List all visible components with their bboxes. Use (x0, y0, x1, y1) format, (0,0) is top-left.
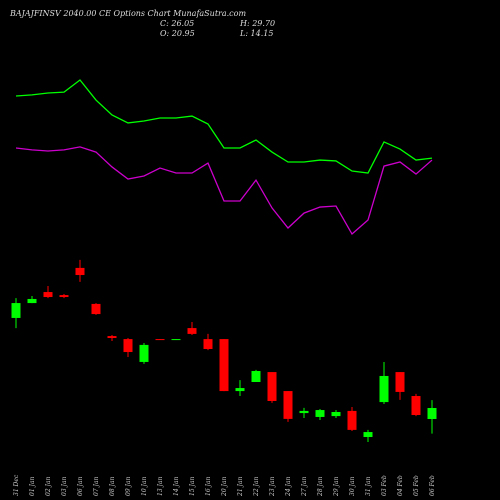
open-text: O: 20.95 (160, 29, 195, 38)
candle-body (411, 396, 421, 416)
x-tick-label: 28 Jan (317, 476, 324, 497)
x-tick-label: 30 Jan (349, 476, 356, 496)
x-tick-label: 20 Jan (221, 476, 228, 497)
candle-body (379, 375, 389, 403)
x-tick-label: 06 Feb (429, 475, 436, 496)
x-tick-label: 04 Feb (397, 475, 404, 496)
x-tick-label: 01 Jan (29, 476, 36, 496)
x-tick-label: 21 Jan (237, 476, 244, 497)
candle-body (219, 339, 229, 392)
indicator-line (15, 79, 433, 174)
x-tick-label: 22 Jan (253, 476, 260, 497)
candle-body (235, 388, 245, 392)
candle-body (251, 371, 261, 383)
x-tick-label: 03 Feb (381, 475, 388, 496)
candle-body (155, 339, 165, 341)
candle-body (75, 267, 85, 276)
candle-body (107, 336, 117, 339)
candle-body (187, 328, 197, 334)
candle-body (139, 344, 149, 362)
candle-body (27, 298, 37, 304)
candle-body (347, 410, 357, 430)
indicator-line (15, 146, 433, 236)
x-tick-label: 14 Jan (173, 476, 180, 496)
candle-body (299, 410, 309, 414)
candle-body (331, 411, 341, 417)
close-text: C: 26.05 (160, 19, 194, 28)
candle-body (91, 303, 101, 315)
x-tick-label: 10 Jan (141, 476, 148, 496)
candle-body (43, 292, 53, 298)
x-tick-label: 23 Jan (269, 476, 276, 497)
x-tick-label: 16 Jan (205, 476, 212, 496)
x-tick-label: 06 Jan (77, 476, 84, 496)
candle-body (203, 339, 213, 350)
x-tick-label: 13 Jan (157, 476, 164, 496)
candle-body (59, 295, 69, 298)
x-tick-label: 07 Jan (93, 476, 100, 496)
candle-body (267, 372, 277, 401)
low-text: L: 14.15 (239, 29, 273, 38)
candle-body (395, 372, 405, 392)
x-tick-label: 09 Jan (125, 476, 132, 496)
x-tick-label: 24 Jan (285, 476, 292, 497)
candle-body (363, 432, 373, 438)
x-tick-label: 15 Jan (189, 476, 196, 496)
x-tick-label: 27 Jan (301, 476, 308, 497)
x-tick-label: 08 Jan (109, 476, 116, 496)
candle-body (11, 303, 21, 318)
candle-body (427, 408, 437, 420)
candle-body (171, 339, 181, 341)
candle-body (315, 410, 325, 417)
x-tick-label: 31 Jan (365, 476, 372, 496)
x-tick-label: 29 Jan (333, 476, 340, 497)
chart-title: BAJAJFINSV 2040.00 CE Options Chart Muna… (9, 9, 246, 18)
x-tick-label: 05 Feb (413, 475, 420, 496)
candle-body (283, 391, 293, 419)
x-tick-label: 02 Jan (45, 476, 52, 496)
x-tick-label: 03 Jan (61, 476, 68, 496)
high-text: H: 29.70 (239, 19, 275, 28)
x-tick-label: 31 Dec (13, 474, 20, 496)
candle-body (123, 339, 133, 353)
